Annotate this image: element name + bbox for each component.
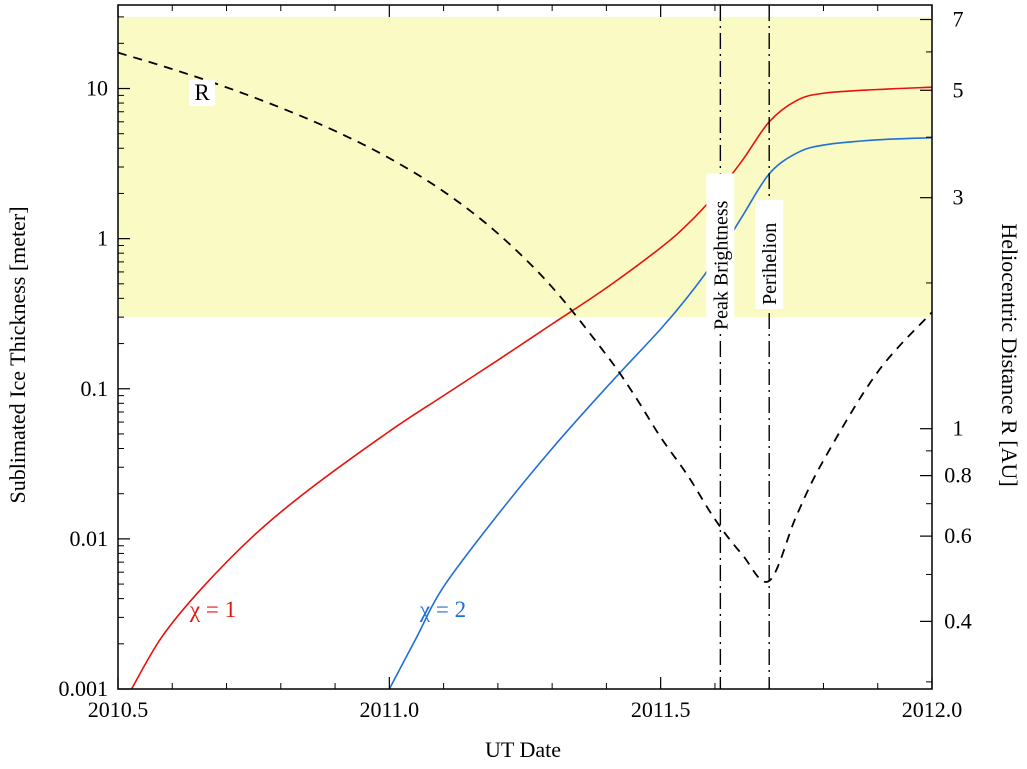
y-right-tick-label-5: 0.8 xyxy=(944,463,972,488)
annotation-label-3: χ = 2 xyxy=(419,597,466,622)
y-left-tick-label-2: 1 xyxy=(97,226,108,251)
annotation-bg-1 xyxy=(189,80,215,106)
series-line-3 xyxy=(117,51,933,583)
series-line-2 xyxy=(388,136,933,690)
marker-label-bg-2 xyxy=(755,200,784,309)
annotation-label-2: χ = 1 xyxy=(189,597,236,622)
series-line-1 xyxy=(130,86,933,690)
y-left-axis-label: Sublimated Ice Thickness [meter] xyxy=(5,206,30,503)
x-tick-label-3: 2011.5 xyxy=(631,697,691,722)
y-right-axis-label: Heliocentric Distance R [AU] xyxy=(997,223,1022,486)
y-right-tick-label-4: 1 xyxy=(953,416,964,441)
x-axis-label: UT Date xyxy=(485,737,561,762)
y-left-tick-label-5: 0.001 xyxy=(59,676,109,701)
marker-label-bg-1 xyxy=(706,173,735,334)
y-right-tick-label-2: 5 xyxy=(953,77,964,102)
x-tick-label-1: 2010.5 xyxy=(88,697,149,722)
y-left-tick-label-4: 0.01 xyxy=(70,526,109,551)
shaded-band xyxy=(118,16,932,318)
x-tick-label-2: 2011.0 xyxy=(359,697,419,722)
annotation-label-1: R xyxy=(194,80,210,105)
marker-label-2: Perihelion xyxy=(759,223,781,305)
y-right-tick-label-6: 0.6 xyxy=(944,523,972,548)
marker-label-1: Peak Brightness xyxy=(710,200,732,330)
plot-frame xyxy=(117,4,933,690)
y-right-tick-label-1: 7 xyxy=(953,7,964,32)
y-left-tick-label-3: 0.1 xyxy=(81,376,109,401)
y-right-tick-label-3: 3 xyxy=(953,185,964,210)
y-right-tick-label-7: 0.4 xyxy=(944,608,972,633)
y-left-tick-label-1: 10 xyxy=(86,76,108,101)
x-tick-label-4: 2012.0 xyxy=(902,697,963,722)
